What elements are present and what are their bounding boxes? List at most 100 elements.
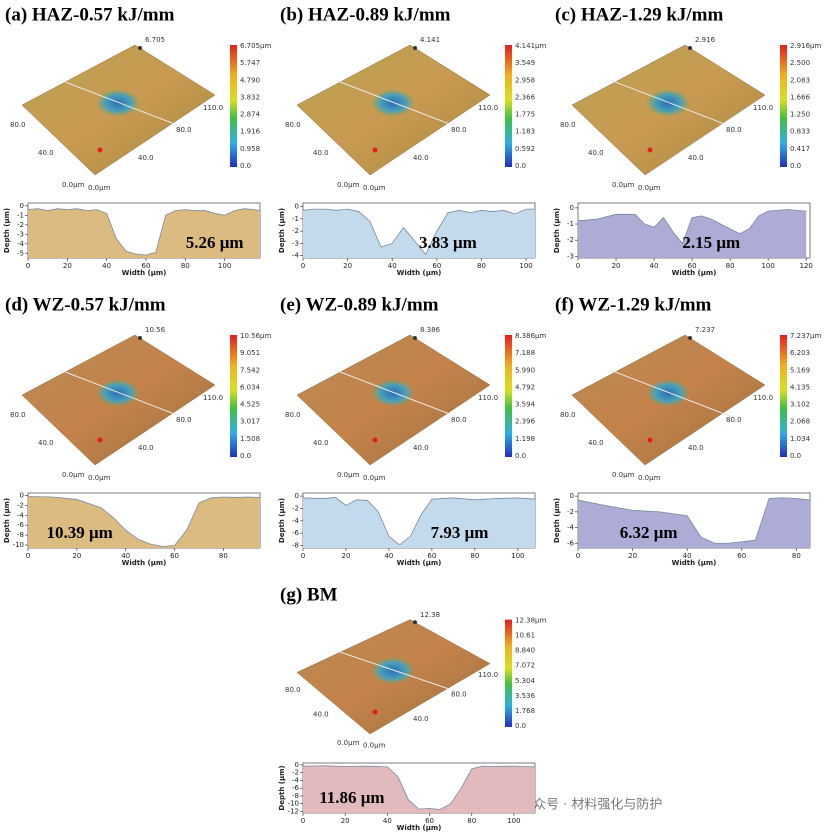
- surface-pit: [371, 89, 415, 117]
- x-tick-label: 0: [576, 552, 580, 560]
- y-tick-label: -8: [292, 542, 299, 550]
- x-tick-label: 100: [761, 262, 774, 270]
- y-axis-label: Depth (μm): [3, 498, 11, 543]
- colorbar-label: 3.594: [515, 401, 536, 409]
- surface-axis-label: 0.0μm: [612, 181, 635, 189]
- profile-line: [59, 79, 186, 129]
- x-tick-label: 80: [467, 817, 476, 825]
- panel-title: (b) HAZ-0.89 kJ/mm: [280, 4, 451, 25]
- colorbar-label: 0.0: [515, 162, 526, 170]
- colorbar-label: 7.188: [515, 349, 535, 357]
- y-axis-label: Depth (μm): [553, 208, 561, 253]
- depth-annotation: 7.93 μm: [431, 523, 489, 542]
- colorbar-label: 3.102: [790, 401, 810, 409]
- y-tick-label: -2: [292, 504, 299, 512]
- surface-axis-label: 80.0: [10, 411, 26, 419]
- panel-title: (d) WZ-0.57 kJ/mm: [5, 294, 166, 315]
- panel-title: (e) WZ-0.89 kJ/mm: [280, 294, 439, 315]
- colorbar-label: 2.958: [515, 76, 535, 84]
- colorbar-label: 2.874: [240, 111, 261, 119]
- y-tick-label: -1: [567, 220, 574, 228]
- y-axis-label: Depth (μm): [3, 208, 11, 253]
- y-axis-label: Depth (μm): [278, 498, 286, 543]
- x-tick-label: 100: [507, 817, 520, 825]
- marker: [372, 709, 378, 715]
- x-tick-label: 60: [425, 817, 434, 825]
- colorbar-label: 3.536: [515, 692, 536, 700]
- y-tick-label: -8: [17, 531, 24, 539]
- peak-label: 12.38: [420, 611, 440, 619]
- colorbar-label: 1.250: [790, 111, 810, 119]
- colorbar-label: 6.203: [790, 349, 810, 357]
- panel-title: (c) HAZ-1.29 kJ/mm: [555, 4, 724, 25]
- surface-axis-label: 80.0: [285, 121, 301, 129]
- x-tick-label: 80: [792, 552, 801, 560]
- x-tick-label: 60: [432, 262, 441, 270]
- surface-axis-label: 0.0μm: [363, 741, 386, 749]
- colorbar-label: 0.0: [515, 722, 526, 730]
- x-axis-label: Width (μm): [397, 824, 442, 832]
- depth-line: [302, 496, 536, 546]
- y-axis-label: Depth (μm): [553, 498, 561, 543]
- surface-axis-label: 110.0: [478, 671, 498, 679]
- depth-line: [302, 765, 536, 810]
- surface-axis-label: 0.0μm: [88, 184, 111, 192]
- colorbar-label: 7.072: [515, 662, 535, 670]
- depth-area: [303, 497, 535, 548]
- x-tick-label: 20: [612, 262, 621, 270]
- marker: [413, 620, 417, 625]
- surface-axis-label: 80.0: [285, 686, 301, 694]
- depth-line: [577, 209, 807, 245]
- depth-line: [27, 496, 261, 547]
- x-tick-label: 20: [341, 817, 350, 825]
- y-tick-label: -4: [292, 776, 300, 784]
- y-tick-label: -2: [292, 769, 299, 777]
- colorbar-label: 1.198: [515, 435, 535, 443]
- surface-axis-label: 110.0: [753, 104, 773, 112]
- surface-axis-label: 80.0: [451, 126, 467, 134]
- y-tick-label: -12: [288, 807, 299, 815]
- marker: [97, 147, 103, 153]
- surface-pit: [96, 89, 140, 117]
- y-tick-label: -4: [17, 511, 25, 519]
- surface-axis-label: 40.0: [413, 444, 429, 452]
- colorbar: [230, 335, 237, 457]
- surface-axis-label: 0.0μm: [363, 474, 386, 482]
- colorbar-label: 0.417: [790, 145, 810, 153]
- marker: [688, 336, 692, 340]
- surface-axis-label: 0.0μm: [62, 181, 85, 189]
- depth-annotation: 6.32 μm: [620, 523, 678, 542]
- colorbar-label: 2.396: [515, 418, 536, 426]
- marker: [647, 147, 653, 153]
- colorbar-label: 4.141μm: [515, 42, 546, 50]
- colorbar-label: 0.833: [790, 128, 810, 136]
- y-tick-label: 0: [295, 761, 299, 769]
- peak-label: 7.237: [695, 326, 715, 334]
- surface-axis-label: 40.0: [138, 154, 154, 162]
- colorbar: [505, 335, 512, 457]
- surface-axis-label: 40.0: [588, 149, 604, 157]
- marker: [413, 336, 417, 340]
- panel-title: (f) WZ-1.29 kJ/mm: [555, 294, 712, 315]
- surface-axis-label: 0.0μm: [62, 471, 85, 479]
- colorbar-label: 2.500: [790, 59, 810, 67]
- y-tick-label: -1: [292, 215, 299, 223]
- surface-axis-label: 110.0: [203, 394, 223, 402]
- x-tick-label: 100: [511, 552, 524, 560]
- y-tick-label: 0: [295, 203, 299, 211]
- colorbar-label: 0.0: [790, 162, 801, 170]
- colorbar-label: 0.592: [515, 145, 535, 153]
- colorbar-label: 0.0: [240, 162, 251, 170]
- y-tick-label: -2: [17, 501, 24, 509]
- marker: [97, 437, 103, 443]
- marker: [688, 46, 692, 50]
- marker: [372, 147, 378, 153]
- profile-line: [59, 369, 186, 419]
- x-tick-label: 80: [219, 552, 228, 560]
- y-tick-label: -6: [17, 521, 25, 529]
- surface-axis-label: 80.0: [285, 411, 301, 419]
- marker: [138, 336, 142, 340]
- surface-axis-label: 80.0: [451, 690, 467, 698]
- y-tick-label: -8: [292, 792, 299, 800]
- x-axis-label: Width (μm): [397, 269, 442, 277]
